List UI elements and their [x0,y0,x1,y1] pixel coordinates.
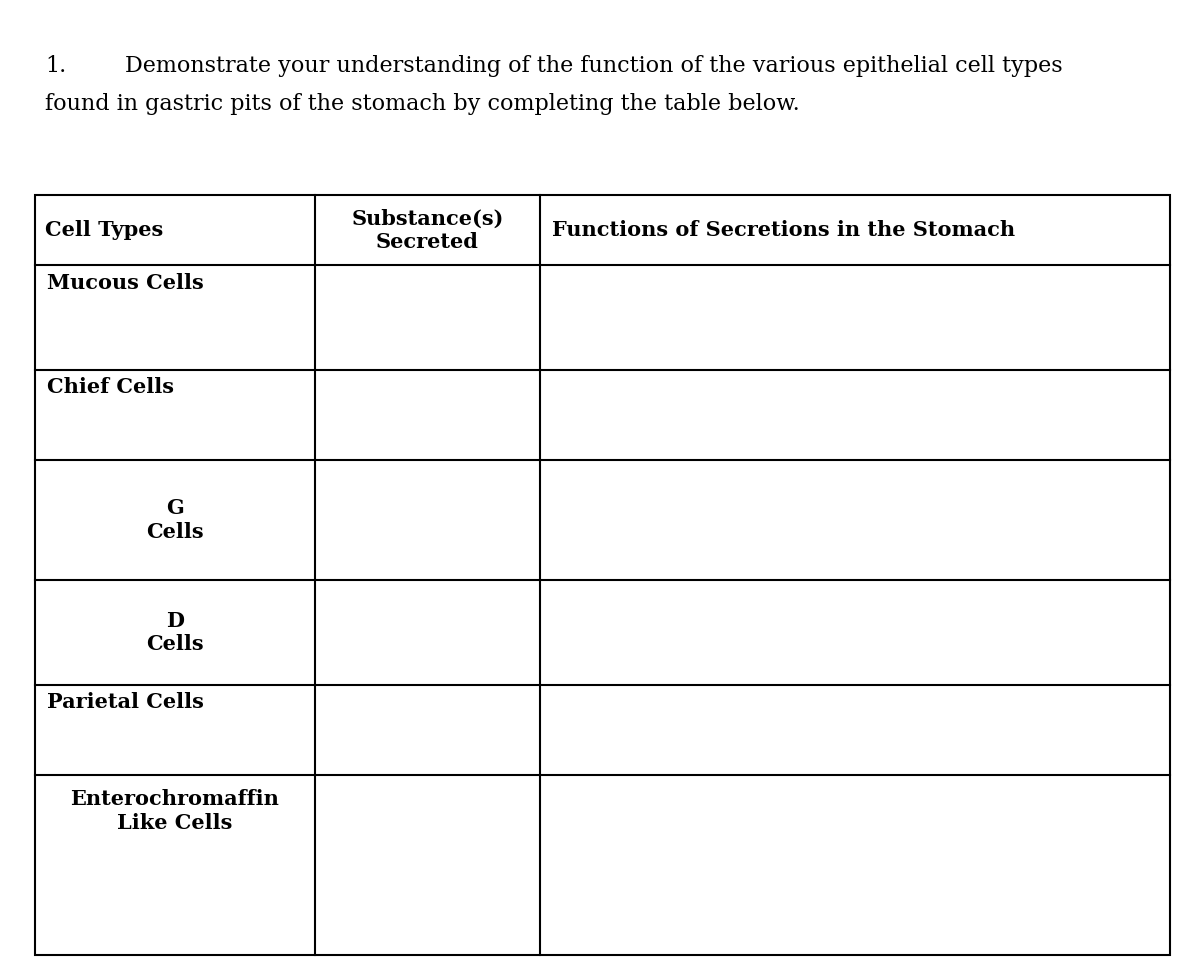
Text: Functions of Secretions in the Stomach: Functions of Secretions in the Stomach [552,220,1015,240]
Text: Chief Cells: Chief Cells [47,377,174,397]
Text: Substance(s)
Secreted: Substance(s) Secreted [352,208,504,252]
Bar [35,195,1170,955]
Text: Mucous Cells: Mucous Cells [47,273,204,294]
Text: found in gastric pits of the stomach by completing the table below.: found in gastric pits of the stomach by … [46,93,799,115]
Text: Enterochromaffin
Like Cells: Enterochromaffin Like Cells [71,790,280,832]
Text: G
Cells: G Cells [146,498,204,542]
Text: D
Cells: D Cells [146,610,204,654]
Text: Cell Types: Cell Types [46,220,163,240]
Text: Parietal Cells: Parietal Cells [47,692,204,712]
Text: 1.: 1. [46,55,66,77]
Text: Demonstrate your understanding of the function of the various epithelial cell ty: Demonstrate your understanding of the fu… [125,55,1063,77]
